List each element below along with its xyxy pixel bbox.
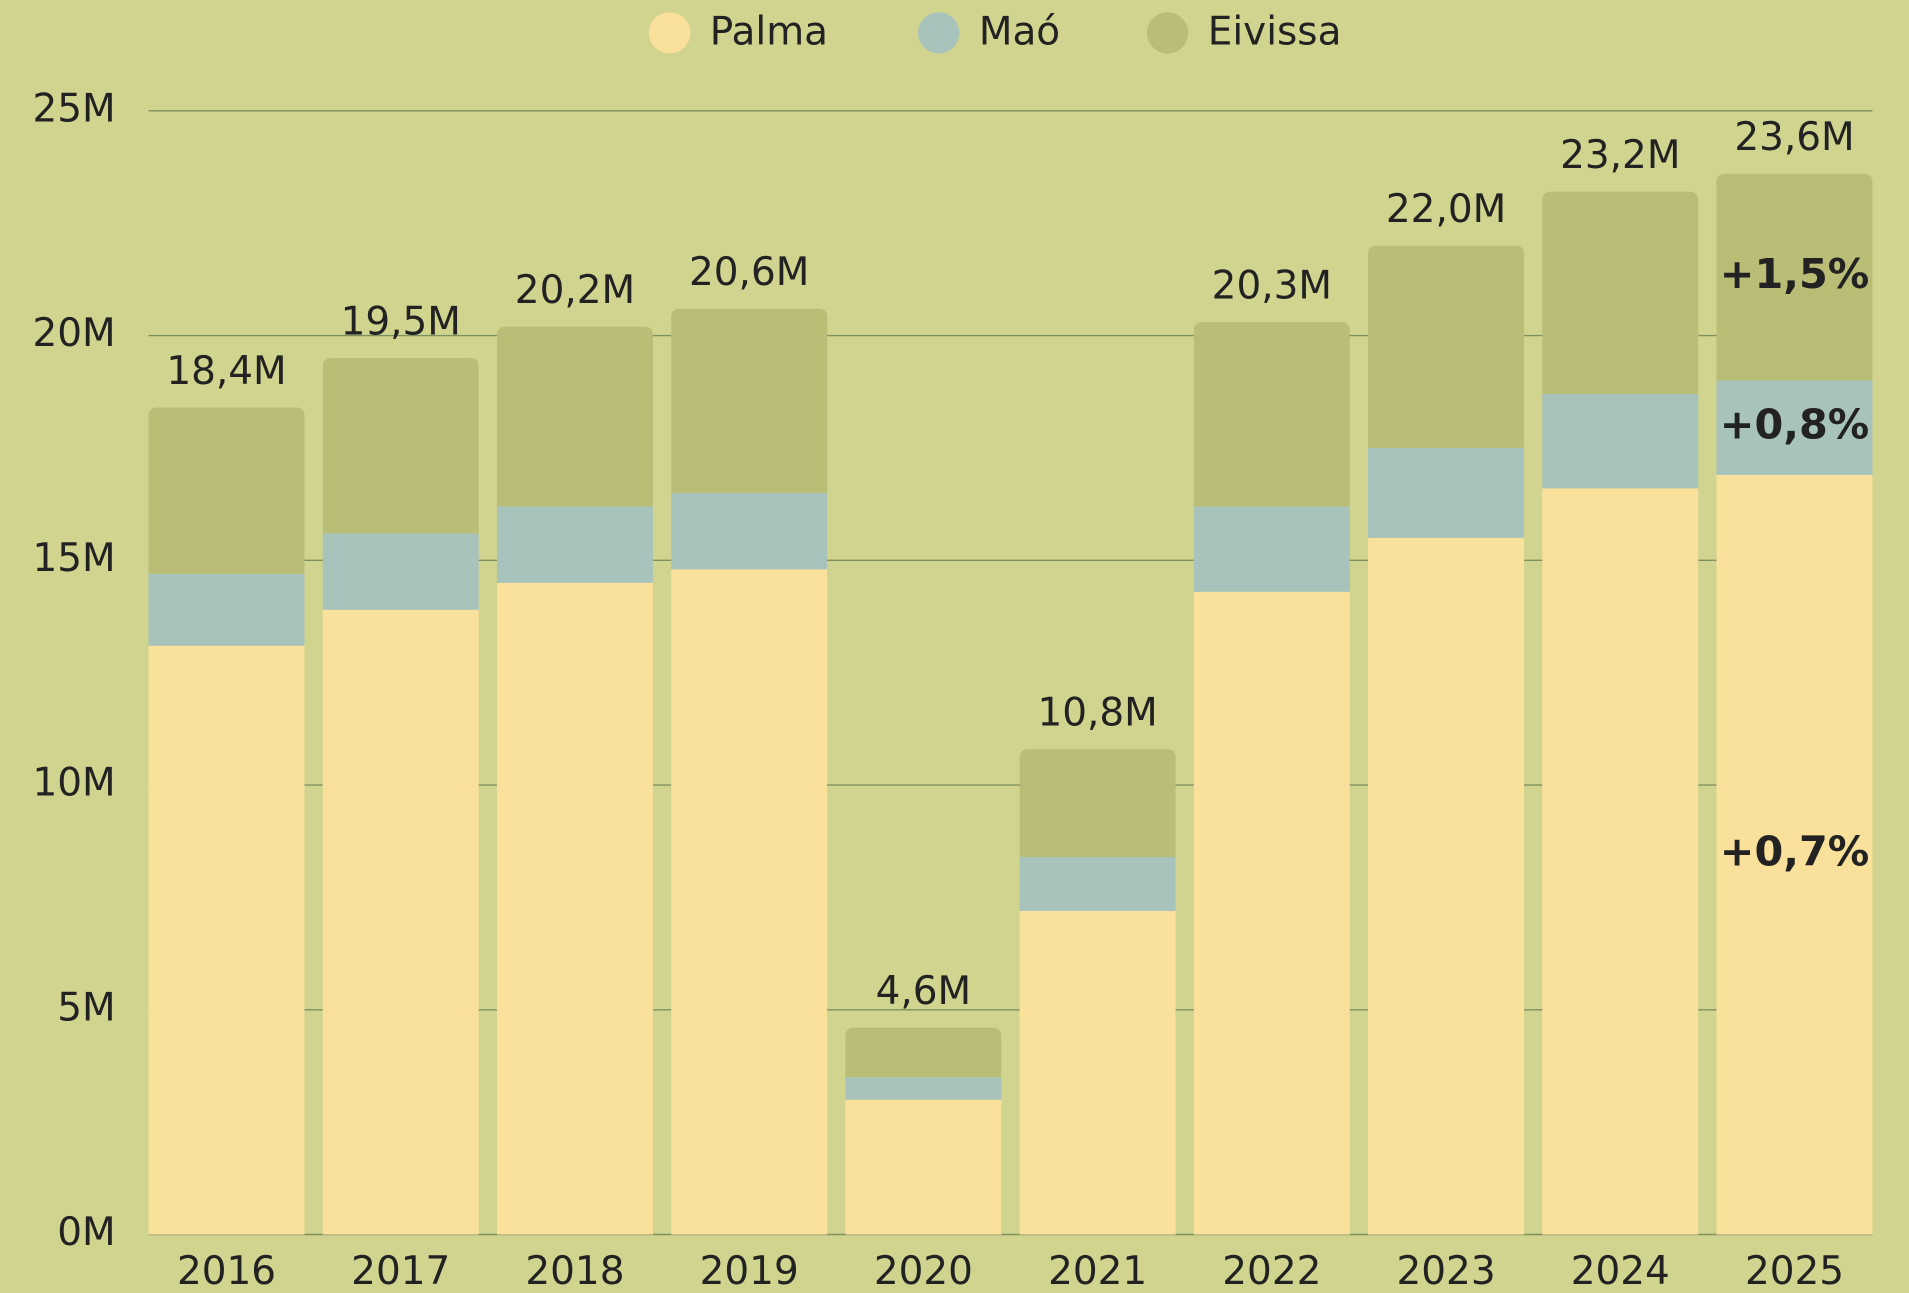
- x-tick-label: 2025: [1745, 1249, 1844, 1293]
- bar-segment: [1368, 245, 1525, 448]
- x-tick-label: 2023: [1397, 1249, 1496, 1293]
- legend-swatch: [648, 12, 691, 54]
- bar-segment: [1019, 749, 1176, 857]
- x-tick-label: 2017: [351, 1249, 450, 1293]
- bar-segment: [496, 582, 653, 1235]
- y-tick-label: 10M: [33, 761, 116, 806]
- annotation: +0,7%: [1720, 828, 1869, 876]
- legend-label: Maó: [979, 10, 1060, 55]
- x-tick-label: 2022: [1222, 1249, 1321, 1293]
- annotation: +1,5%: [1720, 250, 1869, 298]
- annotation: +0,8%: [1720, 401, 1869, 449]
- legend-swatch: [1146, 12, 1189, 54]
- bar-segment: [1368, 447, 1525, 538]
- x-tick-label: 2021: [1048, 1249, 1147, 1293]
- bar-segment: [1019, 910, 1176, 1235]
- bar-segment: [845, 1077, 1002, 1100]
- total-label: 20,6M: [689, 250, 809, 295]
- total-label: 4,6M: [876, 969, 972, 1014]
- bar-segment: [148, 573, 305, 646]
- total-label: 20,3M: [1212, 263, 1332, 308]
- legend-label: Palma: [710, 10, 828, 55]
- bar-segment: [671, 569, 828, 1235]
- bar-segment: [1716, 380, 1873, 475]
- total-label: 10,8M: [1037, 690, 1157, 735]
- y-tick-label: 25M: [33, 86, 116, 131]
- bar-segment: [671, 308, 828, 493]
- total-label: 22,0M: [1386, 187, 1506, 232]
- bar-segment: [1716, 173, 1873, 381]
- bar-segment: [1019, 856, 1176, 911]
- bar-segment: [1193, 591, 1350, 1235]
- bar-segment: [496, 506, 653, 583]
- y-tick-label: 15M: [33, 536, 116, 581]
- bar-segment: [496, 326, 653, 507]
- x-tick-label: 2024: [1571, 1249, 1670, 1293]
- bar-segment: [148, 407, 305, 574]
- total-label: 23,2M: [1560, 133, 1680, 178]
- bar-segment: [322, 533, 479, 610]
- total-label: 23,6M: [1734, 115, 1854, 160]
- bar-segment: [1368, 537, 1525, 1235]
- x-tick-label: 2018: [525, 1249, 624, 1293]
- total-label: 18,4M: [166, 349, 286, 394]
- bar-segment: [1542, 393, 1699, 489]
- bar-segment: [1542, 191, 1699, 394]
- bar-segment: [1193, 322, 1350, 507]
- y-tick-label: 0M: [57, 1210, 115, 1255]
- x-tick-label: 2020: [874, 1249, 973, 1293]
- x-tick-label: 2016: [177, 1249, 276, 1293]
- bar-segment: [1542, 488, 1699, 1235]
- bar-segment: [322, 358, 479, 534]
- bar-segment: [845, 1099, 1002, 1235]
- bar-segment: [322, 609, 479, 1235]
- x-tick-label: 2019: [700, 1249, 799, 1293]
- bar-segment: [148, 645, 305, 1235]
- bar-segment: [845, 1027, 1002, 1078]
- total-label: 19,5M: [341, 299, 461, 344]
- total-label: 20,2M: [515, 268, 635, 313]
- legend-label: Eivissa: [1208, 10, 1342, 55]
- bar-segment: [1716, 474, 1873, 1235]
- bar-segment: [1193, 506, 1350, 592]
- y-tick-label: 5M: [57, 985, 115, 1030]
- legend-swatch: [917, 12, 960, 54]
- y-tick-label: 20M: [33, 311, 116, 356]
- bar-segment: [671, 492, 828, 570]
